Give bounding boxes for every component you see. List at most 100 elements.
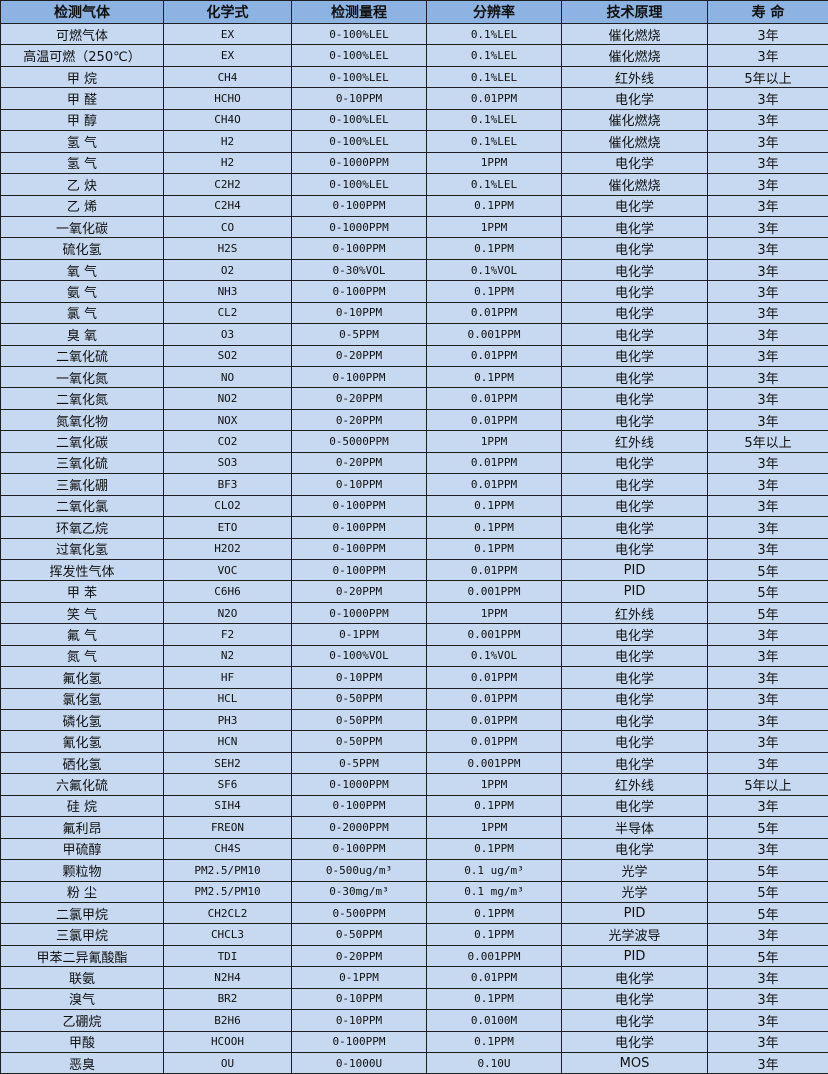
- cell-resolution: 1PPM: [426, 601, 562, 625]
- cell-gas: 氯化氢: [0, 687, 164, 711]
- cell-gas: 氢 气: [0, 130, 164, 153]
- cell-formula: H2: [163, 130, 292, 153]
- cell-resolution: 1PPM: [426, 215, 562, 239]
- cell-lifetime: 3年: [707, 966, 828, 989]
- table-row: 甲酸 HCOOH 0-100PPM 0.1PPM 电化学 3年: [0, 1030, 828, 1054]
- cell-gas: 硅 烷: [0, 794, 164, 818]
- cell-formula: SO2: [163, 344, 292, 368]
- cell-resolution: 0.1PPM: [426, 194, 562, 217]
- table-row: 可燃气体 EX 0-100%LEL 0.1%LEL 催化燃烧 3年: [0, 22, 828, 46]
- table-row: 氟 气 F2 0-1PPM 0.001PPM 电化学 3年: [0, 623, 828, 646]
- table-row: 氧 气 O2 0-30%VOL 0.1%VOL 电化学 3年: [0, 258, 828, 282]
- cell-range: 0-100%LEL: [291, 65, 427, 89]
- cell-principle: 电化学: [561, 1009, 708, 1032]
- cell-lifetime: 5年以上: [707, 773, 828, 796]
- cell-resolution: 0.1PPM: [426, 537, 562, 560]
- cell-principle: 电化学: [561, 387, 708, 410]
- cell-resolution: 0.001PPM: [426, 323, 562, 346]
- table-row: 氰化氢 HCN 0-50PPM 0.01PPM 电化学 3年: [0, 730, 828, 753]
- cell-resolution: 0.01PPM: [426, 730, 562, 753]
- table-row: 二氧化碳 CO2 0-5000PPM 1PPM 红外线 5年以上: [0, 430, 828, 453]
- cell-principle: MOS: [561, 1051, 708, 1074]
- cell-lifetime: 3年: [707, 301, 828, 325]
- cell-resolution: 0.1PPM: [426, 901, 562, 925]
- cell-principle: 光学: [561, 859, 708, 882]
- cell-formula: N2H4: [163, 966, 292, 989]
- cell-formula: PH3: [163, 708, 292, 732]
- cell-resolution: 0.1PPM: [426, 494, 562, 518]
- cell-gas: 硫化氢: [0, 237, 164, 260]
- table-row: 氟利昂 FREON 0-2000PPM 1PPM 半导体 5年: [0, 816, 828, 839]
- cell-lifetime: 3年: [707, 237, 828, 260]
- cell-formula: F2: [163, 623, 292, 646]
- cell-principle: 电化学: [561, 344, 708, 368]
- cell-resolution: 0.001PPM: [426, 751, 562, 775]
- cell-resolution: 0.01PPM: [426, 408, 562, 432]
- cell-range: 0-10PPM: [291, 87, 427, 110]
- cell-formula: H2: [163, 151, 292, 175]
- cell-formula: NO2: [163, 387, 292, 410]
- cell-range: 0-100PPM: [291, 794, 427, 818]
- cell-lifetime: 5年以上: [707, 430, 828, 453]
- table-row: 二氧化氮 NO2 0-20PPM 0.01PPM 电化学 3年: [0, 387, 828, 410]
- cell-range: 0-1000PPM: [291, 773, 427, 796]
- cell-principle: 电化学: [561, 237, 708, 260]
- table-row: 高温可燃（250℃） EX 0-100%LEL 0.1%LEL 催化燃烧 3年: [0, 44, 828, 67]
- cell-formula: CH2CL2: [163, 901, 292, 925]
- cell-resolution: 0.1PPM: [426, 923, 562, 946]
- cell-range: 0-100%LEL: [291, 108, 427, 132]
- cell-gas: 溴气: [0, 987, 164, 1011]
- cell-gas: 粉 尘: [0, 880, 164, 903]
- cell-lifetime: 3年: [707, 687, 828, 711]
- cell-formula: PM2.5/PM10: [163, 859, 292, 882]
- cell-lifetime: 3年: [707, 644, 828, 668]
- cell-lifetime: 5年: [707, 558, 828, 582]
- cell-resolution: 0.1%LEL: [426, 130, 562, 153]
- table-row: 环氧乙烷 ETO 0-100PPM 0.1PPM 电化学 3年: [0, 516, 828, 539]
- table-row: 甲 醛 HCHO 0-10PPM 0.01PPM 电化学 3年: [0, 87, 828, 110]
- table-row: 颗粒物 PM2.5/PM10 0-500ug/m³ 0.1 ug/m³ 光学 5年: [0, 859, 828, 882]
- table-row: 硅 烷 SIH4 0-100PPM 0.1PPM 电化学 3年: [0, 794, 828, 818]
- cell-principle: 电化学: [561, 837, 708, 861]
- table-row: 笑 气 N2O 0-1000PPM 1PPM 红外线 5年: [0, 601, 828, 625]
- header-gas: 检测气体: [0, 0, 164, 24]
- table-row: 氯 气 CL2 0-10PPM 0.01PPM 电化学 3年: [0, 301, 828, 325]
- cell-range: 0-50PPM: [291, 923, 427, 946]
- cell-resolution: 0.1PPM: [426, 1030, 562, 1054]
- cell-lifetime: 3年: [707, 215, 828, 239]
- cell-principle: 电化学: [561, 87, 708, 110]
- cell-lifetime: 3年: [707, 108, 828, 132]
- cell-formula: HCHO: [163, 87, 292, 110]
- cell-range: 0-20PPM: [291, 944, 427, 968]
- cell-resolution: 0.1 ug/m³: [426, 859, 562, 882]
- cell-gas: 高温可燃（250℃）: [0, 44, 164, 67]
- cell-range: 0-5PPM: [291, 323, 427, 346]
- cell-gas: 甲酸: [0, 1030, 164, 1054]
- cell-formula: NOX: [163, 408, 292, 432]
- cell-lifetime: 3年: [707, 923, 828, 946]
- cell-formula: CHCL3: [163, 923, 292, 946]
- cell-range: 0-20PPM: [291, 387, 427, 410]
- cell-principle: 电化学: [561, 730, 708, 753]
- cell-gas: 二氧化氮: [0, 387, 164, 410]
- cell-resolution: 0.1PPM: [426, 237, 562, 260]
- cell-resolution: 0.1%LEL: [426, 173, 562, 196]
- cell-principle: PID: [561, 944, 708, 968]
- cell-lifetime: 3年: [707, 22, 828, 46]
- cell-gas: 颗粒物: [0, 859, 164, 882]
- table-row: 粉 尘 PM2.5/PM10 0-30mg/m³ 0.1 mg/m³ 光学 5年: [0, 880, 828, 903]
- cell-gas: 笑 气: [0, 601, 164, 625]
- cell-lifetime: 3年: [707, 730, 828, 753]
- cell-principle: 电化学: [561, 301, 708, 325]
- cell-lifetime: 5年: [707, 944, 828, 968]
- cell-principle: 电化学: [561, 151, 708, 175]
- cell-lifetime: 3年: [707, 666, 828, 689]
- cell-resolution: 0.1%LEL: [426, 22, 562, 46]
- table-row: 甲 苯 C6H6 0-20PPM 0.001PPM PID 5年: [0, 580, 828, 603]
- cell-lifetime: 3年: [707, 751, 828, 775]
- cell-principle: 红外线: [561, 65, 708, 89]
- cell-resolution: 0.1%LEL: [426, 108, 562, 132]
- cell-gas: 挥发性气体: [0, 558, 164, 582]
- cell-formula: ETO: [163, 516, 292, 539]
- cell-lifetime: 3年: [707, 408, 828, 432]
